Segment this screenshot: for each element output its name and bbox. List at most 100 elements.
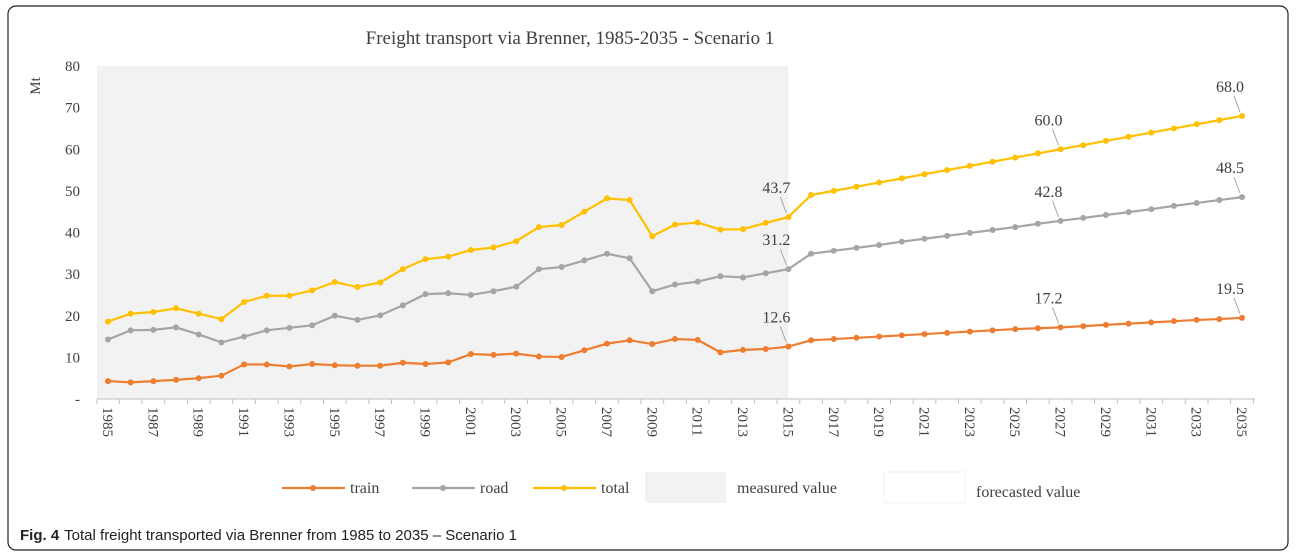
point xyxy=(1193,316,1200,323)
point xyxy=(1102,321,1109,328)
point xyxy=(853,183,860,190)
point xyxy=(1239,112,1245,119)
point xyxy=(354,362,361,369)
point xyxy=(808,250,815,257)
leader-line xyxy=(1052,307,1060,324)
point xyxy=(377,312,384,319)
leader-line xyxy=(779,326,787,343)
point xyxy=(1102,137,1109,144)
point xyxy=(876,333,883,340)
point xyxy=(989,227,996,234)
point xyxy=(603,195,610,202)
point xyxy=(830,336,837,343)
y-tick-label: 80 xyxy=(65,59,80,75)
point xyxy=(1012,224,1019,231)
point xyxy=(1170,202,1177,209)
legend-marker xyxy=(561,485,567,491)
point xyxy=(513,238,520,245)
point xyxy=(989,327,996,334)
x-tick-label: 2023 xyxy=(961,407,977,437)
point xyxy=(1170,125,1177,132)
point xyxy=(127,379,134,386)
point xyxy=(173,324,180,331)
point xyxy=(853,334,860,341)
x-tick-label: 2025 xyxy=(1006,407,1022,437)
point xyxy=(513,283,520,290)
point xyxy=(195,375,202,382)
x-tick-label: 2007 xyxy=(598,407,614,438)
point xyxy=(445,359,452,366)
point xyxy=(853,244,860,251)
point xyxy=(876,179,883,186)
point xyxy=(717,349,724,356)
x-tick-label: 2009 xyxy=(643,407,659,437)
point xyxy=(785,266,792,273)
point xyxy=(309,322,316,329)
point xyxy=(105,336,111,343)
data-label: 19.5 xyxy=(1216,281,1244,298)
y-tick-label: 50 xyxy=(65,184,80,200)
x-tick-label: 2005 xyxy=(553,407,569,437)
x-tick-label: 2027 xyxy=(1052,407,1068,438)
point xyxy=(966,162,973,169)
point xyxy=(740,346,747,353)
x-tick-label: 2011 xyxy=(689,407,705,436)
point xyxy=(331,279,338,286)
point xyxy=(876,241,883,248)
point xyxy=(1193,121,1200,128)
point xyxy=(1125,320,1132,327)
point xyxy=(808,337,815,344)
point xyxy=(263,292,270,299)
point xyxy=(467,291,474,298)
point xyxy=(331,362,338,369)
point xyxy=(944,329,951,336)
point xyxy=(626,255,633,262)
point xyxy=(150,326,157,333)
legend-label: train xyxy=(350,480,379,497)
x-tick-label: 2015 xyxy=(779,407,795,437)
point xyxy=(558,264,565,271)
data-label: 42.8 xyxy=(1035,184,1063,201)
x-tick-label: 1985 xyxy=(99,407,115,437)
point xyxy=(218,372,225,379)
point xyxy=(513,350,520,357)
point xyxy=(626,197,633,204)
leader-line xyxy=(779,196,787,214)
data-label: 31.2 xyxy=(762,232,790,249)
legend-label: total xyxy=(601,480,630,497)
legend-label: measured value xyxy=(737,480,837,497)
point xyxy=(626,337,633,344)
point xyxy=(649,233,656,240)
point xyxy=(535,224,542,231)
point xyxy=(1216,316,1223,323)
point xyxy=(921,171,928,178)
point xyxy=(195,310,202,317)
point xyxy=(1080,142,1087,149)
point xyxy=(966,328,973,335)
point xyxy=(603,250,610,257)
point xyxy=(898,175,905,182)
point xyxy=(399,266,406,273)
data-label: 68.0 xyxy=(1216,79,1244,96)
legend-marker xyxy=(440,485,446,491)
point xyxy=(241,333,248,340)
point xyxy=(241,361,248,368)
leader-line xyxy=(1233,176,1241,194)
y-tick-label: 40 xyxy=(65,226,80,242)
legend-label: forecasted value xyxy=(976,484,1080,501)
point xyxy=(1057,146,1064,153)
leader-line xyxy=(1233,297,1241,315)
point xyxy=(672,336,678,343)
point xyxy=(1012,326,1019,333)
legend-marker xyxy=(310,485,316,491)
point xyxy=(808,192,815,199)
point xyxy=(377,279,384,286)
point xyxy=(1239,314,1245,321)
point xyxy=(105,318,111,325)
x-tick-label: 1987 xyxy=(144,407,160,438)
x-tick-label: 2001 xyxy=(462,407,478,437)
point xyxy=(218,316,225,323)
point xyxy=(830,247,837,254)
point xyxy=(581,208,588,215)
y-tick-label: 20 xyxy=(65,309,80,325)
